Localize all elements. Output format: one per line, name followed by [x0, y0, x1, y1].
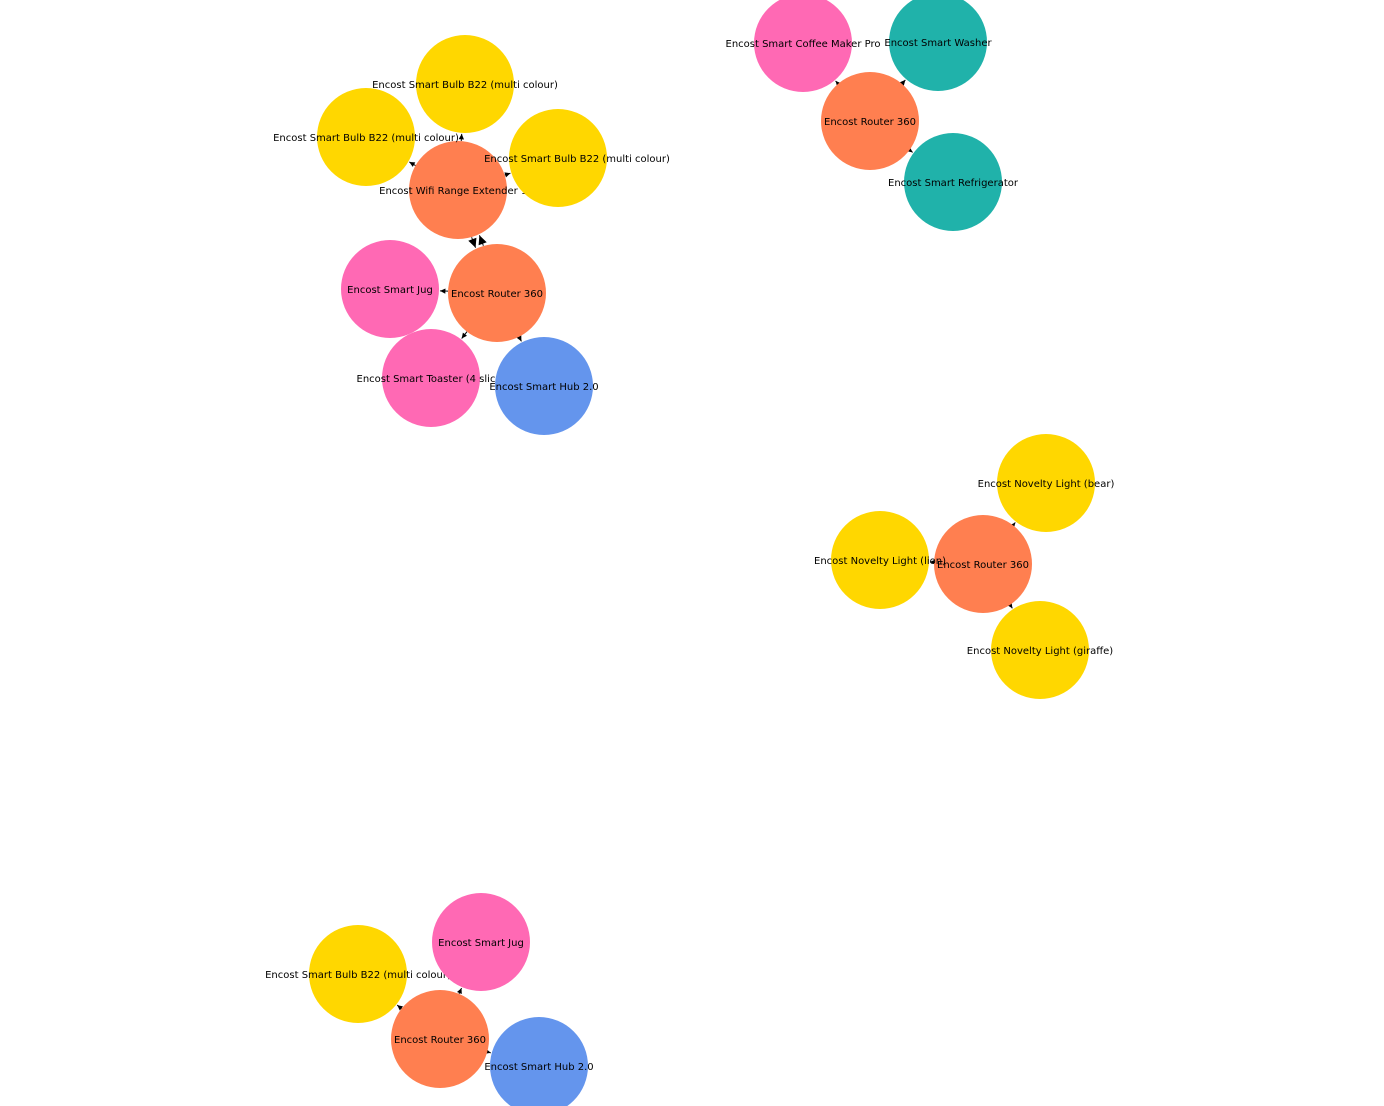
node-novelty-light-giraffe[interactable]: Encost Novelty Light (giraffe): [967, 601, 1113, 699]
arrow-head-icon: [440, 288, 446, 294]
node-label: Encost Smart Toaster (4 slice): [357, 374, 506, 385]
node-smart-toaster[interactable]: Encost Smart Toaster (4 slice): [357, 329, 506, 427]
node-circle[interactable]: [495, 337, 593, 435]
nodes-layer: Encost Wifi Range Extender 1.0 Encost Sma…: [265, 0, 1114, 1106]
node-label: Encost Smart Bulb B22 (multi colour): [484, 154, 670, 165]
arrow-head-icon: [468, 237, 477, 248]
node-smart-washer[interactable]: Encost Smart Washer: [884, 0, 992, 91]
node-circle[interactable]: [754, 0, 852, 92]
arrow-head-icon: [478, 235, 487, 246]
arrow-head-icon: [899, 79, 906, 86]
edge-n5-n6: [439, 288, 449, 294]
node-label: Encost Smart Bulb B22 (multi colour): [273, 133, 459, 144]
node-smart-refrigerator[interactable]: Encost Smart Refrigerator: [888, 133, 1019, 231]
node-label: Encost Router 360: [451, 289, 543, 300]
node-circle[interactable]: [341, 240, 439, 338]
edge-n5-n8: [516, 335, 522, 342]
node-circle[interactable]: [382, 329, 480, 427]
node-smart-bulb-left[interactable]: Encost Smart Bulb B22 (multi colour): [273, 88, 459, 186]
edge-n5-n1: [478, 235, 487, 246]
edge-n17-n19: [457, 987, 462, 995]
node-router-360-a[interactable]: Encost Router 360: [448, 244, 546, 342]
edge-n1-n4: [504, 172, 511, 178]
node-novelty-light-lion[interactable]: Encost Novelty Light (lion): [814, 511, 946, 609]
edge-n1-n5: [468, 237, 477, 248]
node-label: Encost Smart Coffee Maker Pro: [726, 39, 881, 50]
node-label: Encost Novelty Light (lion): [814, 556, 946, 567]
arrow-head-icon: [504, 172, 511, 178]
node-router-360-c[interactable]: Encost Router 360: [934, 515, 1032, 613]
edge-n1-n2: [458, 133, 464, 142]
node-circle[interactable]: [904, 133, 1002, 231]
edge-n5-n7: [461, 331, 468, 339]
node-circle[interactable]: [490, 1017, 588, 1106]
edge-n9-n11: [899, 79, 906, 86]
node-smart-bulb-right[interactable]: Encost Smart Bulb B22 (multi colour): [484, 109, 670, 207]
node-circle[interactable]: [409, 141, 507, 239]
node-smart-bulb-top[interactable]: Encost Smart Bulb B22 (multi colour): [372, 35, 558, 133]
node-label: Encost Novelty Light (giraffe): [967, 646, 1113, 657]
node-label: Encost Router 360: [824, 117, 916, 128]
node-label: Encost Smart Jug: [347, 285, 433, 296]
node-circle[interactable]: [448, 244, 546, 342]
node-circle[interactable]: [432, 893, 530, 991]
node-label: Encost Smart Washer: [884, 38, 992, 49]
edge-n1-n3: [409, 161, 416, 167]
node-coffee-maker[interactable]: Encost Smart Coffee Maker Pro: [726, 0, 881, 92]
node-circle[interactable]: [391, 990, 489, 1088]
node-circle[interactable]: [997, 434, 1095, 532]
node-circle[interactable]: [317, 88, 415, 186]
arrow-head-icon: [397, 1005, 403, 1011]
node-wifi-range-extender[interactable]: Encost Wifi Range Extender 1.0: [379, 141, 537, 239]
node-novelty-light-bear[interactable]: Encost Novelty Light (bear): [978, 434, 1115, 532]
node-label: Encost Wifi Range Extender 1.0: [379, 186, 537, 197]
node-label: Encost Smart Hub 2.0: [489, 382, 598, 393]
node-circle[interactable]: [831, 511, 929, 609]
arrow-head-icon: [516, 335, 522, 342]
node-circle[interactable]: [416, 35, 514, 133]
arrow-head-icon: [409, 162, 416, 167]
arrow-head-icon: [457, 988, 462, 994]
node-circle[interactable]: [991, 601, 1089, 699]
arrow-head-icon: [458, 133, 464, 140]
node-label: Encost Smart Hub 2.0: [484, 1062, 593, 1073]
node-label: Encost Router 360: [394, 1035, 486, 1046]
node-label: Encost Smart Jug: [438, 938, 524, 949]
node-circle[interactable]: [309, 925, 407, 1023]
node-circle[interactable]: [821, 72, 919, 170]
node-smart-jug-b[interactable]: Encost Smart Jug: [432, 893, 530, 991]
node-circle[interactable]: [934, 515, 1032, 613]
arrow-head-icon: [461, 332, 467, 339]
node-smart-jug-a[interactable]: Encost Smart Jug: [341, 240, 439, 338]
node-router-360-b[interactable]: Encost Router 360: [821, 72, 919, 170]
node-circle[interactable]: [889, 0, 987, 91]
node-label: Encost Router 360: [937, 560, 1029, 571]
node-smart-bulb-bottom[interactable]: Encost Smart Bulb B22 (multi colour): [265, 925, 451, 1023]
node-label: Encost Novelty Light (bear): [978, 479, 1115, 490]
node-label: Encost Smart Bulb B22 (multi colour): [372, 80, 558, 91]
node-router-360-d[interactable]: Encost Router 360: [391, 990, 489, 1088]
edges-layer: [396, 79, 1016, 1054]
node-smart-hub-a[interactable]: Encost Smart Hub 2.0: [489, 337, 599, 435]
node-label: Encost Smart Bulb B22 (multi colour): [265, 970, 451, 981]
node-circle[interactable]: [509, 109, 607, 207]
edge-n17-n18: [396, 1004, 403, 1011]
node-smart-hub-b[interactable]: Encost Smart Hub 2.0: [484, 1017, 594, 1106]
node-label: Encost Smart Refrigerator: [888, 178, 1019, 189]
